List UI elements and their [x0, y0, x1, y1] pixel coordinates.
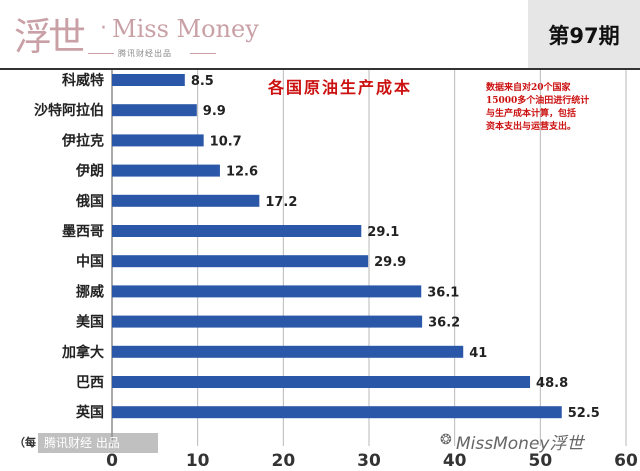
- watermark-bottom-right: MissMoney浮世: [456, 434, 584, 454]
- x-tick-label: 40: [443, 451, 467, 471]
- logo-dot: ·: [100, 16, 107, 41]
- category-label: 墨西哥: [62, 224, 104, 240]
- category-label: 俄国: [75, 193, 104, 210]
- bar: [112, 285, 422, 298]
- data-label: 8.5: [191, 74, 214, 89]
- logo-glyph: 浮世: [14, 15, 86, 59]
- x-tick-label: 50: [528, 451, 552, 471]
- bar: [112, 406, 562, 419]
- x-tick-label: 10: [186, 451, 210, 471]
- wechat-icon: ❂: [440, 432, 452, 448]
- bar: [112, 255, 369, 268]
- bar: [112, 345, 464, 358]
- bar: [112, 315, 423, 328]
- data-label: 36.1: [427, 285, 459, 300]
- category-label: 伊朗: [75, 163, 104, 180]
- chart-note-line: 资本支出与运营支出。: [486, 122, 577, 132]
- logo-title: Miss Money: [112, 15, 259, 43]
- category-label: 挪威: [76, 283, 104, 300]
- data-label: 48.8: [536, 376, 568, 391]
- category-label: 美国: [76, 314, 104, 331]
- category-label: 沙特阿拉伯: [34, 102, 104, 119]
- data-label: 36.2: [428, 316, 460, 331]
- bar: [112, 134, 204, 147]
- data-label: 9.9: [203, 104, 226, 119]
- bar: [112, 104, 197, 117]
- category-label: 英国: [75, 404, 104, 421]
- header-divider: [0, 68, 640, 70]
- watermark-bottom-left: 腾讯财经 出品: [38, 433, 158, 453]
- issue-number: 第97期: [548, 24, 620, 48]
- data-label: 17.2: [265, 195, 297, 210]
- chart-title: 各国原油生产成本: [268, 78, 413, 97]
- x-tick-label: 20: [271, 451, 295, 471]
- category-label: 巴西: [76, 375, 104, 391]
- category-label: 科威特: [62, 72, 104, 89]
- category-label: 加拿大: [61, 344, 104, 361]
- x-axis-label-fragment: （每: [14, 436, 36, 449]
- data-label: 52.5: [568, 406, 600, 421]
- logo-rule-left: [88, 53, 114, 54]
- category-label: 伊拉克: [61, 132, 104, 149]
- data-label: 29.9: [374, 255, 406, 270]
- data-label: 29.1: [367, 225, 399, 240]
- chart-note: 数据来自对20个国家 15000多个油田进行统计 与生产成本计算，包括 资本支出…: [486, 82, 636, 134]
- data-label: 12.6: [226, 165, 258, 180]
- category-label: 中国: [76, 253, 104, 270]
- logo-rule-right: [190, 53, 216, 54]
- bar: [112, 164, 220, 177]
- data-label: 10.7: [210, 134, 242, 149]
- x-tick-label: 30: [357, 451, 381, 471]
- bar-chart: 0 10 20 30 40 50 60 科威特 8.5 沙特阿拉伯 9.9 伊拉克 10.7 伊朗 12.6…: [34, 70, 638, 471]
- data-label: 41: [469, 346, 487, 361]
- x-tick-label: 0: [106, 451, 118, 471]
- bar: [112, 376, 531, 388]
- chart-note-line: 15000多个油田进行统计: [486, 96, 590, 106]
- chart-area: 0 10 20 30 40 50 60 科威特 8.5 沙特阿拉伯 9.9 伊拉克 10.7 伊朗 12.6…: [0, 70, 640, 471]
- header-bar: 浮世 · Miss Money 腾讯财经出品 第97期: [0, 0, 640, 68]
- logo-subtitle: 腾讯财经出品: [118, 49, 172, 58]
- chart-note-line: 数据来自对20个国家: [486, 83, 571, 93]
- bar: [112, 194, 260, 207]
- x-tick-label: 60: [614, 451, 638, 471]
- issue-badge: 第97期: [528, 0, 640, 68]
- bar: [112, 225, 362, 237]
- chart-note-line: 与生产成本计算，包括: [486, 109, 577, 119]
- bar: [112, 74, 185, 86]
